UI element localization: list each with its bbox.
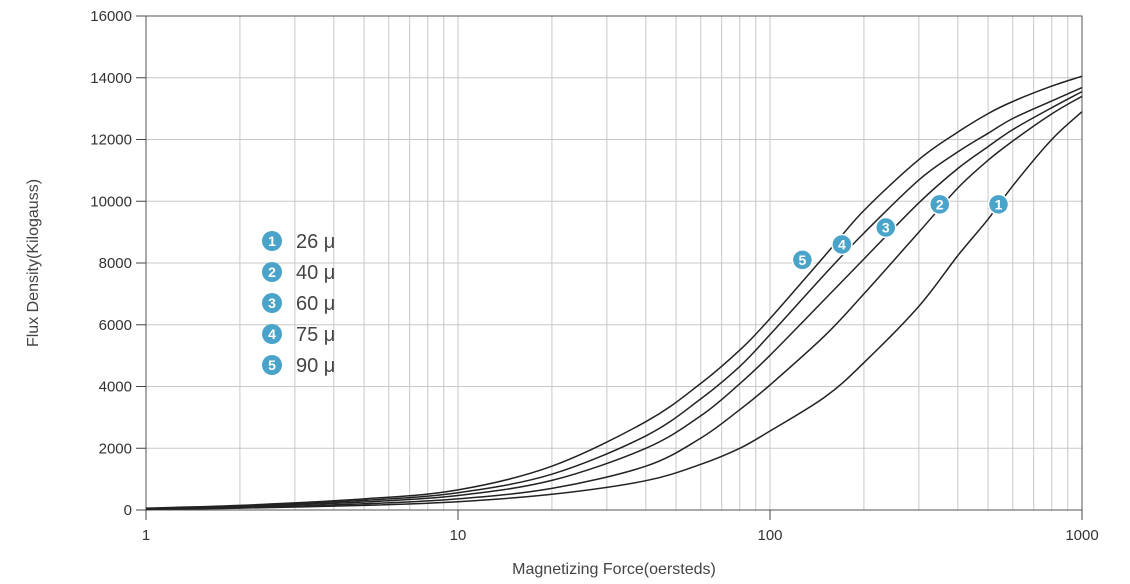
legend-marker-number: 2 <box>268 264 276 280</box>
curve-marker-4: 4 <box>831 233 853 256</box>
y-tick-label: 2000 <box>99 440 132 457</box>
legend-marker-number: 1 <box>268 233 276 249</box>
y-tick-label: 8000 <box>99 255 132 272</box>
curve-marker-3: 3 <box>875 216 897 239</box>
legend-item-3: 3 60 μ <box>262 293 335 315</box>
series-lines <box>145 75 1083 511</box>
series-line-2 <box>145 95 1083 510</box>
legend-marker <box>262 262 282 282</box>
series-line-1 <box>145 111 1083 511</box>
curve-marker-5: 5 <box>791 249 814 271</box>
legend-label: 90 μ <box>296 355 335 377</box>
series-markers: 1 2 3 4 5 <box>791 193 1010 271</box>
legend-label: 26 μ <box>296 231 335 253</box>
y-tick-label: 16000 <box>90 8 132 25</box>
x-tick-label: 1000 <box>1065 527 1098 544</box>
y-axis-title: Flux Density(Kilogauss) <box>25 179 42 347</box>
y-tick-label: 12000 <box>90 132 132 149</box>
y-tick-label: 10000 <box>90 193 132 210</box>
y-tick-label: 14000 <box>90 70 132 87</box>
legend-item-5: 5 90 μ <box>262 355 335 377</box>
legend-marker <box>262 324 282 344</box>
x-axis-title: Magnetizing Force(oersteds) <box>512 561 716 578</box>
legend-label: 60 μ <box>296 293 335 315</box>
legend-marker-number: 4 <box>268 326 276 342</box>
grid-lines <box>146 15 1082 511</box>
curve-marker-label: 1 <box>995 196 1003 212</box>
x-tick-label: 100 <box>757 527 782 544</box>
curve-marker-2: 2 <box>928 193 951 216</box>
series-line-5 <box>145 75 1083 509</box>
y-axis-ticks: 0 2000 4000 6000 8000 10000 12000 14000 16000 <box>90 8 146 519</box>
curve-marker-label: 4 <box>838 236 846 252</box>
legend-label: 40 μ <box>296 262 335 284</box>
curve-marker-label: 5 <box>798 252 806 268</box>
y-tick-label: 4000 <box>99 379 132 396</box>
series-line-4 <box>145 86 1083 510</box>
x-tick-label: 1 <box>142 527 150 544</box>
legend-marker-number: 3 <box>268 295 276 311</box>
legend-label: 75 μ <box>296 324 335 346</box>
legend-marker <box>262 231 282 251</box>
y-tick-label: 0 <box>124 502 132 519</box>
legend-item-1: 1 26 μ <box>262 231 335 253</box>
series-line-3 <box>145 90 1083 510</box>
legend: 1 26 μ 2 40 μ 3 60 μ 4 75 μ 5 90 μ <box>262 231 335 377</box>
legend-item-2: 2 40 μ <box>262 262 335 284</box>
legend-marker <box>262 355 282 375</box>
curve-marker-label: 3 <box>882 219 890 235</box>
legend-marker <box>262 293 282 313</box>
y-tick-label: 6000 <box>99 317 132 334</box>
curve-marker-label: 2 <box>936 196 944 212</box>
curve-marker-1: 1 <box>987 193 1010 216</box>
x-axis-ticks: 1 10 100 1000 <box>142 510 1099 544</box>
legend-item-4: 4 75 μ <box>262 324 335 346</box>
legend-marker-number: 5 <box>268 357 276 373</box>
x-tick-label: 10 <box>450 527 467 544</box>
